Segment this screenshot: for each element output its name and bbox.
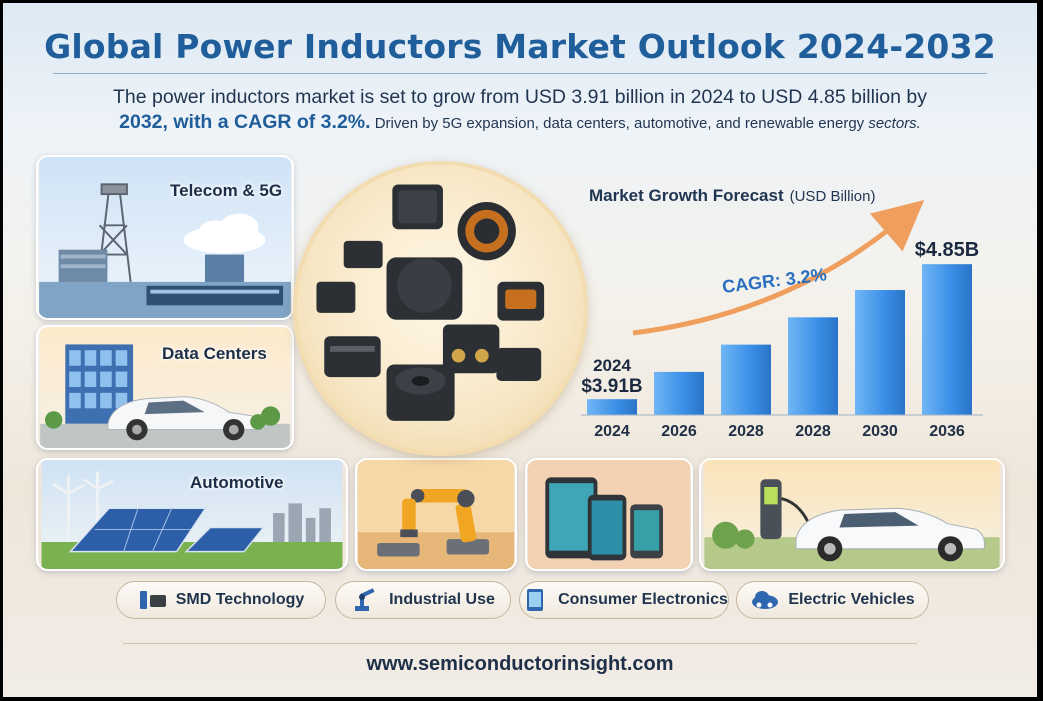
devices-illustration	[527, 460, 691, 569]
telecom-label: Telecom & 5G	[170, 181, 283, 200]
cloud-ev-icon	[752, 591, 779, 609]
chart-title-main: Market Growth Forecast	[589, 186, 784, 205]
robot-arm-illustration	[357, 460, 515, 569]
subtitle: The power inductors market is set to gro…	[63, 85, 977, 136]
electric-car-icon	[795, 507, 985, 562]
consumer-panel	[525, 458, 693, 571]
cloud-icon	[183, 213, 266, 254]
ev-panel	[699, 458, 1005, 571]
car-icon	[107, 396, 262, 441]
inductor-products	[293, 161, 588, 456]
infographic: Global Power Inductors Market Outlook 20…	[3, 3, 1037, 697]
chart-x-labels: 2024 2026 2028 2028 2030 2036	[594, 423, 965, 440]
industrial-panel	[355, 458, 517, 571]
page-title: Global Power Inductors Market Outlook 20…	[44, 27, 996, 66]
x-tick-label: 2026	[661, 423, 697, 440]
data-centers-label: Data Centers	[162, 344, 267, 363]
automotive-label: Automotive	[190, 473, 284, 492]
title-divider	[53, 73, 987, 74]
robot-arm-icon	[355, 588, 375, 611]
pill-industrial-use[interactable]: Industrial Use	[335, 581, 511, 619]
data-label-last-value: $4.85B	[915, 239, 980, 261]
tablet-icon	[527, 589, 544, 611]
telecom-panel: Telecom & 5G	[36, 155, 294, 320]
chart-svg: Market Growth Forecast (USD Billion) CAGR…	[581, 186, 983, 440]
bar-4	[788, 317, 838, 415]
bar-6	[922, 264, 972, 415]
pill-smd-technology[interactable]: SMD Technology	[116, 581, 326, 619]
x-tick-label: 2036	[929, 423, 965, 440]
data-label-first-value: $3.91B	[581, 376, 642, 397]
chart-title: Market Growth Forecast (USD Billion)	[589, 186, 875, 205]
pill-label: Consumer Electronics	[558, 591, 728, 608]
data-centers-panel: Data Centers	[36, 325, 294, 450]
x-tick-label: 2024	[594, 423, 630, 440]
market-growth-chart: Market Growth Forecast (USD Billion) CAGR…	[563, 173, 1013, 448]
cagr-label: CAGR: 3.2%	[721, 264, 828, 297]
pill-label: SMD Technology	[175, 591, 305, 608]
inductor-icon	[316, 184, 545, 421]
pill-label: Electric Vehicles	[788, 591, 915, 608]
bar-5	[855, 290, 905, 415]
footer-divider	[123, 643, 917, 644]
solar-panel-icon	[68, 507, 265, 553]
chart-bars	[587, 264, 972, 415]
data-center-illustration	[40, 327, 290, 448]
bar-2	[654, 371, 704, 415]
solar-illustration	[41, 460, 343, 569]
pill-label: Industrial Use	[389, 591, 495, 608]
ev-illustration	[704, 460, 1000, 569]
bar-3	[721, 344, 771, 415]
pill-consumer-electronics[interactable]: Consumer Electronics	[519, 581, 729, 619]
footer-url[interactable]: www.semiconductorinsight.com	[366, 653, 674, 675]
chart-data-labels: 2024$3.91B $4.85B	[581, 239, 979, 397]
bar-1	[587, 399, 637, 415]
growth-arrow	[632, 199, 925, 336]
telecom-illustration	[39, 157, 291, 318]
data-label-first-year: 2024	[593, 356, 631, 375]
automotive-panel: Automotive	[36, 458, 348, 571]
subtitle-highlight: 2032, with a CAGR of 3.2%.	[119, 111, 371, 133]
smd-chip-icon	[139, 591, 166, 609]
subtitle-end: sectors.	[864, 115, 921, 132]
robot-arm-icon	[377, 488, 490, 557]
subtitle-line-1: The power inductors market is set to gro…	[113, 86, 927, 108]
tablet-icon	[545, 477, 598, 559]
x-tick-label: 2030	[862, 423, 898, 440]
chart-title-unit: (USD Billion)	[790, 188, 876, 205]
x-tick-label: 2028	[728, 423, 764, 440]
subtitle-rest: Driven by 5G expansion, data centers, au…	[370, 115, 865, 132]
smartphone-icon	[587, 494, 664, 561]
inductor-illustration	[316, 184, 545, 421]
pill-electric-vehicles[interactable]: Electric Vehicles	[736, 581, 929, 619]
x-tick-label: 2028	[795, 423, 831, 440]
